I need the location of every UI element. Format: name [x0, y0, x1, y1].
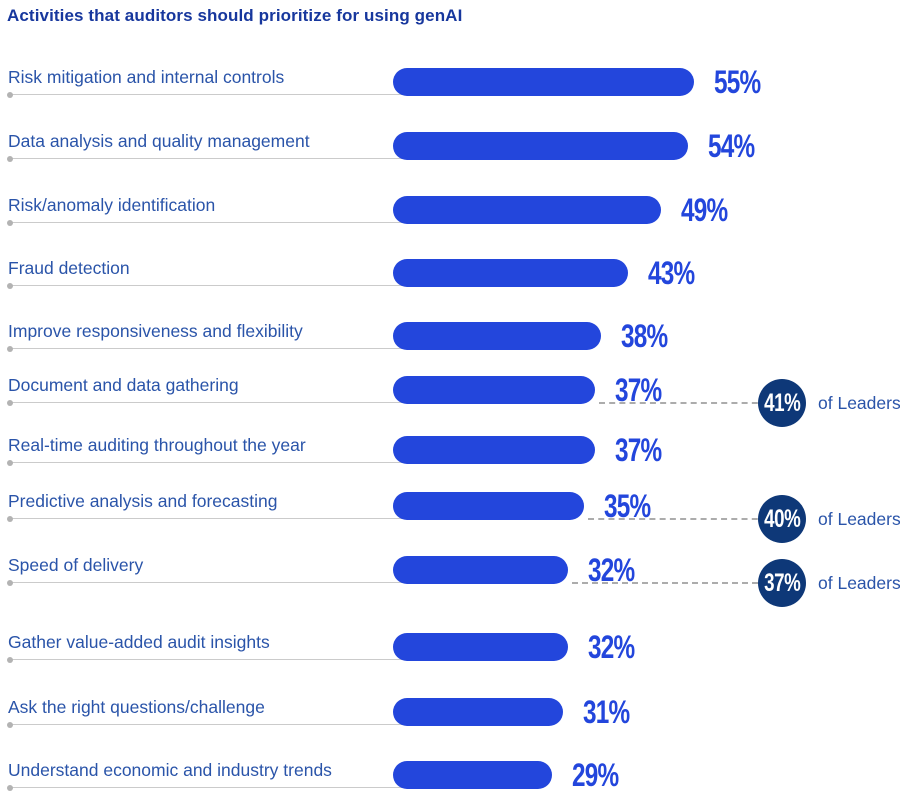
leader-suffix-label: of Leaders	[818, 393, 900, 413]
chart-row: Ask the right questions/challenge 31%	[0, 669, 900, 730]
chart-row: Fraud detection 43%	[0, 230, 900, 291]
leader-badge: 37%	[758, 559, 806, 607]
bar	[393, 436, 595, 464]
axis-line	[10, 94, 415, 95]
chart-row: Predictive analysis and forecasting 35% …	[0, 463, 900, 543]
bar	[393, 556, 568, 584]
category-label: Risk mitigation and internal controls	[8, 67, 285, 87]
bar	[393, 492, 584, 520]
axis-dot	[7, 283, 13, 289]
leader-connector-line	[572, 582, 768, 584]
category-label: Ask the right questions/challenge	[8, 697, 265, 717]
leader-badge: 41%	[758, 379, 806, 427]
value-label: 38%	[621, 318, 668, 354]
category-label: Gather value-added audit insights	[8, 632, 270, 652]
leader-suffix-label: of Leaders	[818, 573, 900, 593]
value-label: 32%	[588, 629, 635, 665]
category-label: Fraud detection	[8, 258, 130, 278]
value-label: 49%	[681, 192, 728, 228]
chart-row: Real-time auditing throughout the year 3…	[0, 407, 900, 468]
category-label: Risk/anomaly identification	[8, 195, 216, 215]
chart-row: Risk/anomaly identification 49%	[0, 167, 900, 228]
bar	[393, 259, 628, 287]
leader-value-label: 41%	[763, 388, 801, 417]
bar	[393, 761, 552, 789]
bar	[393, 698, 563, 726]
axis-dot	[7, 516, 13, 522]
axis-line	[10, 222, 415, 223]
axis-line	[10, 787, 415, 788]
axis-dot	[7, 580, 13, 586]
leader-connector-line	[599, 402, 768, 404]
value-label: 31%	[583, 694, 630, 730]
value-label: 35%	[604, 488, 651, 524]
leader-connector-line	[588, 518, 768, 520]
category-label: Improve responsiveness and flexibility	[8, 321, 303, 341]
axis-line	[10, 659, 415, 660]
value-label: 32%	[588, 552, 635, 588]
axis-line	[10, 158, 415, 159]
axis-dot	[7, 92, 13, 98]
value-label: 43%	[648, 255, 695, 291]
chart-title: Activities that auditors should prioriti…	[7, 6, 463, 25]
leader-value-label: 40%	[763, 504, 801, 533]
value-label: 54%	[708, 128, 755, 164]
chart-row: Document and data gathering 37% 41% of L…	[0, 347, 900, 427]
chart-row: Improve responsiveness and flexibility 3…	[0, 293, 900, 354]
chart-row: Data analysis and quality management 54%	[0, 103, 900, 164]
bar	[393, 68, 694, 96]
value-label: 29%	[572, 757, 619, 793]
axis-dot	[7, 657, 13, 663]
axis-dot	[7, 346, 13, 352]
axis-line	[10, 285, 415, 286]
axis-line	[10, 724, 415, 725]
value-label: 37%	[615, 372, 662, 408]
axis-dot	[7, 460, 13, 466]
category-label: Real-time auditing throughout the year	[8, 435, 306, 455]
bar	[393, 132, 688, 160]
axis-dot	[7, 220, 13, 226]
axis-line	[10, 518, 415, 519]
axis-dot	[7, 400, 13, 406]
leader-badge: 40%	[758, 495, 806, 543]
axis-line	[10, 402, 415, 403]
leader-value-label: 37%	[763, 568, 801, 597]
category-label: Predictive analysis and forecasting	[8, 491, 278, 511]
category-label: Data analysis and quality management	[8, 131, 310, 151]
chart-row: Speed of delivery 32% 37% of Leaders	[0, 527, 900, 607]
category-label: Understand economic and industry trends	[8, 760, 332, 780]
bar	[393, 376, 595, 404]
leader-suffix-label: of Leaders	[818, 509, 900, 529]
value-label: 55%	[714, 64, 761, 100]
chart-row: Gather value-added audit insights 32%	[0, 604, 900, 665]
bar	[393, 196, 661, 224]
bar	[393, 633, 568, 661]
chart-row: Risk mitigation and internal controls 55…	[0, 39, 900, 100]
axis-line	[10, 582, 415, 583]
bar	[393, 322, 601, 350]
axis-line	[10, 462, 415, 463]
axis-dot	[7, 156, 13, 162]
axis-dot	[7, 722, 13, 728]
axis-dot	[7, 785, 13, 791]
axis-line	[10, 348, 415, 349]
category-label: Speed of delivery	[8, 555, 144, 575]
chart-row: Understand economic and industry trends …	[0, 732, 900, 793]
category-label: Document and data gathering	[8, 375, 239, 395]
value-label: 37%	[615, 432, 662, 468]
